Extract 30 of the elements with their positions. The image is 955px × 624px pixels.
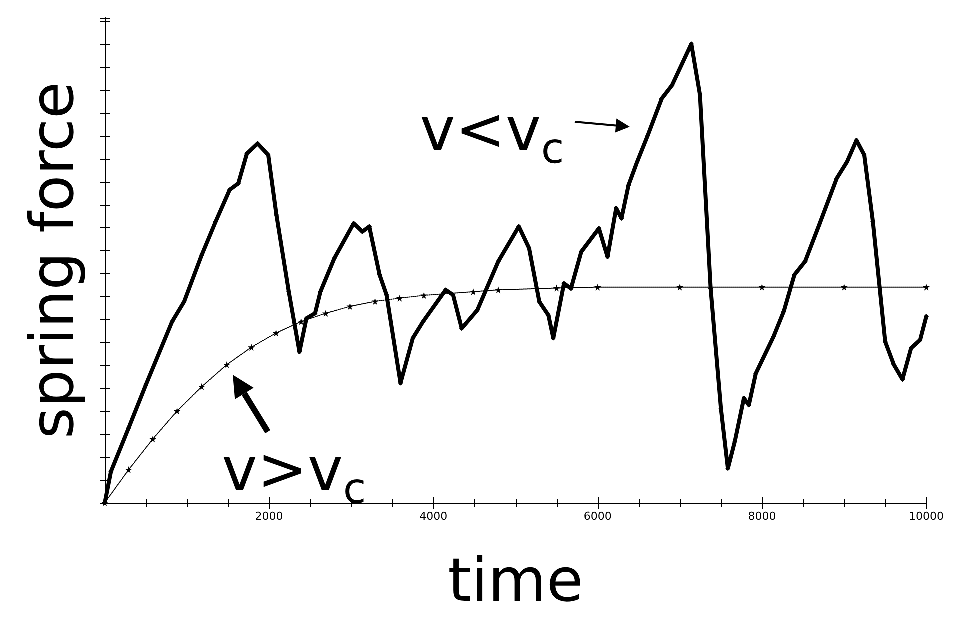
y-axis-title: spring force: [18, 82, 88, 439]
point: [174, 408, 181, 415]
point: [676, 284, 684, 291]
point: [272, 330, 280, 337]
point: [594, 284, 602, 291]
annotation: v<v$_{c}$: [420, 95, 564, 173]
point: [758, 284, 766, 291]
x-tick-label: 2000: [255, 510, 284, 523]
point: [495, 286, 502, 294]
point: [420, 292, 428, 300]
point: [923, 284, 930, 291]
point: [346, 303, 354, 310]
point: [553, 284, 560, 292]
point: [396, 294, 404, 302]
point: [125, 466, 132, 474]
x-tick-label: 8000: [748, 510, 776, 523]
x-tick-label: 6000: [584, 510, 612, 523]
point: [298, 318, 305, 326]
point: [372, 298, 379, 306]
x-tick-label: 10000: [909, 510, 944, 523]
x-tick-label: 4000: [420, 510, 448, 523]
annotation: v>v$_{c}$: [222, 435, 366, 513]
x-axis-title: time: [448, 546, 584, 616]
point: [470, 288, 477, 296]
point: [223, 361, 230, 368]
point: [150, 436, 157, 443]
point: [322, 310, 330, 317]
point: [840, 284, 848, 291]
point: [198, 383, 206, 390]
point: [248, 344, 256, 351]
